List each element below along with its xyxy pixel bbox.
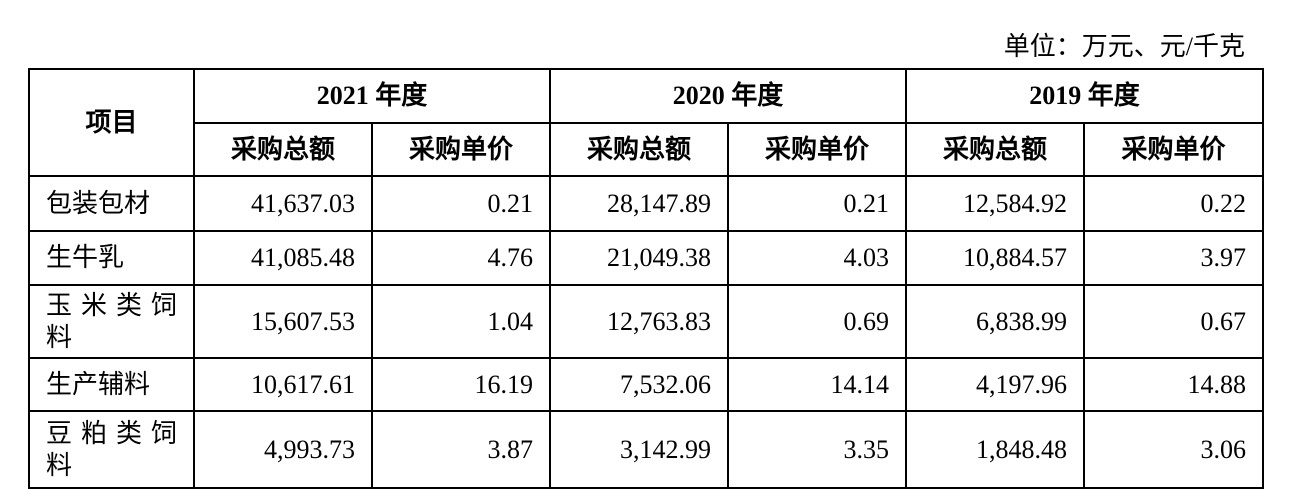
cell-value: 12,584.92 [905, 175, 1086, 232]
unit-note: 单位：万元、元/千克 [1003, 32, 1245, 61]
data-row: 玉米类饲料 15,607.53 1.04 12,763.83 0.69 6,838.99 0… [28, 284, 1265, 359]
row-label: 生产辅料 [28, 357, 195, 412]
cell-value: 16.19 [370, 357, 552, 412]
data-row: 生牛乳 41,085.48 4.76 21,049.38 4.03 10,884.57 3.… [28, 230, 1265, 286]
cell-value: 41,637.03 [193, 175, 373, 232]
column-header: 采购总额 [905, 122, 1086, 177]
cell-value: 4.03 [727, 230, 908, 286]
cell-value: 21,049.38 [549, 230, 730, 286]
cell-value: 1.04 [370, 284, 552, 359]
column-header: 采购总额 [549, 122, 730, 177]
column-header: 采购单价 [727, 122, 908, 177]
cell-value: 6,838.99 [905, 284, 1086, 359]
column-header: 采购总额 [193, 122, 373, 177]
column-header: 采购单价 [1083, 122, 1265, 177]
cell-value: 4,197.96 [905, 357, 1086, 412]
cell-value: 7,532.06 [549, 357, 730, 412]
cell-value: 3.97 [1083, 230, 1265, 286]
subheader-row: 采购总额 采购单价 采购总额 采购单价 采购总额 采购单价 [29, 122, 1265, 177]
cell-value: 0.69 [727, 284, 908, 359]
cell-value: 3.87 [370, 410, 552, 489]
data-row: 生产辅料 10,617.61 16.19 7,532.06 14.14 4,197.96 1… [28, 357, 1265, 412]
purchase-table: 项目 2021 年度 2020 年度 2019 年度 采购总额 采购单价 采购总额 采购单… [28, 68, 1265, 489]
row-label: 包装包材 [28, 175, 195, 232]
data-row: 豆粕类饲料 4,993.73 3.87 3,142.99 3.35 1,848.48 3.0… [28, 410, 1265, 489]
cell-value: 3.06 [1083, 410, 1265, 489]
data-row: 包装包材 41,637.03 0.21 28,147.89 0.21 12,584.92 0… [28, 175, 1265, 232]
year-header: 2019 年度 [905, 68, 1265, 124]
row-label: 生牛乳 [28, 230, 195, 286]
cell-value: 10,884.57 [905, 230, 1086, 286]
table-body: 包装包材 41,637.03 0.21 28,147.89 0.21 12,584.92 0… [28, 175, 1265, 489]
column-header: 采购单价 [370, 122, 552, 177]
cell-value: 28,147.89 [549, 175, 730, 232]
cell-value: 41,085.48 [193, 230, 373, 286]
cell-value: 4.76 [370, 230, 552, 286]
cell-value: 12,763.83 [549, 284, 730, 359]
cell-value: 14.14 [727, 357, 908, 412]
cell-value: 15,607.53 [193, 284, 373, 359]
cell-value: 10,617.61 [193, 357, 373, 412]
row-label: 玉米类饲料 [28, 284, 195, 359]
cell-value: 4,993.73 [193, 410, 373, 489]
cell-value: 3,142.99 [549, 410, 730, 489]
cell-value: 1,848.48 [905, 410, 1086, 489]
cell-value: 0.67 [1083, 284, 1265, 359]
year-header: 2021 年度 [192, 68, 552, 124]
cell-value: 14.88 [1083, 357, 1265, 412]
item-header: 项目 [28, 68, 195, 177]
cell-value: 0.22 [1083, 175, 1265, 232]
cell-value: 0.21 [727, 175, 908, 232]
header-row: 项目 2021 年度 2020 年度 2019 年度 [28, 68, 1265, 177]
cell-value: 0.21 [370, 175, 552, 232]
row-label: 豆粕类饲料 [28, 410, 195, 489]
cell-value: 3.35 [727, 410, 908, 489]
year-header: 2020 年度 [549, 68, 908, 124]
